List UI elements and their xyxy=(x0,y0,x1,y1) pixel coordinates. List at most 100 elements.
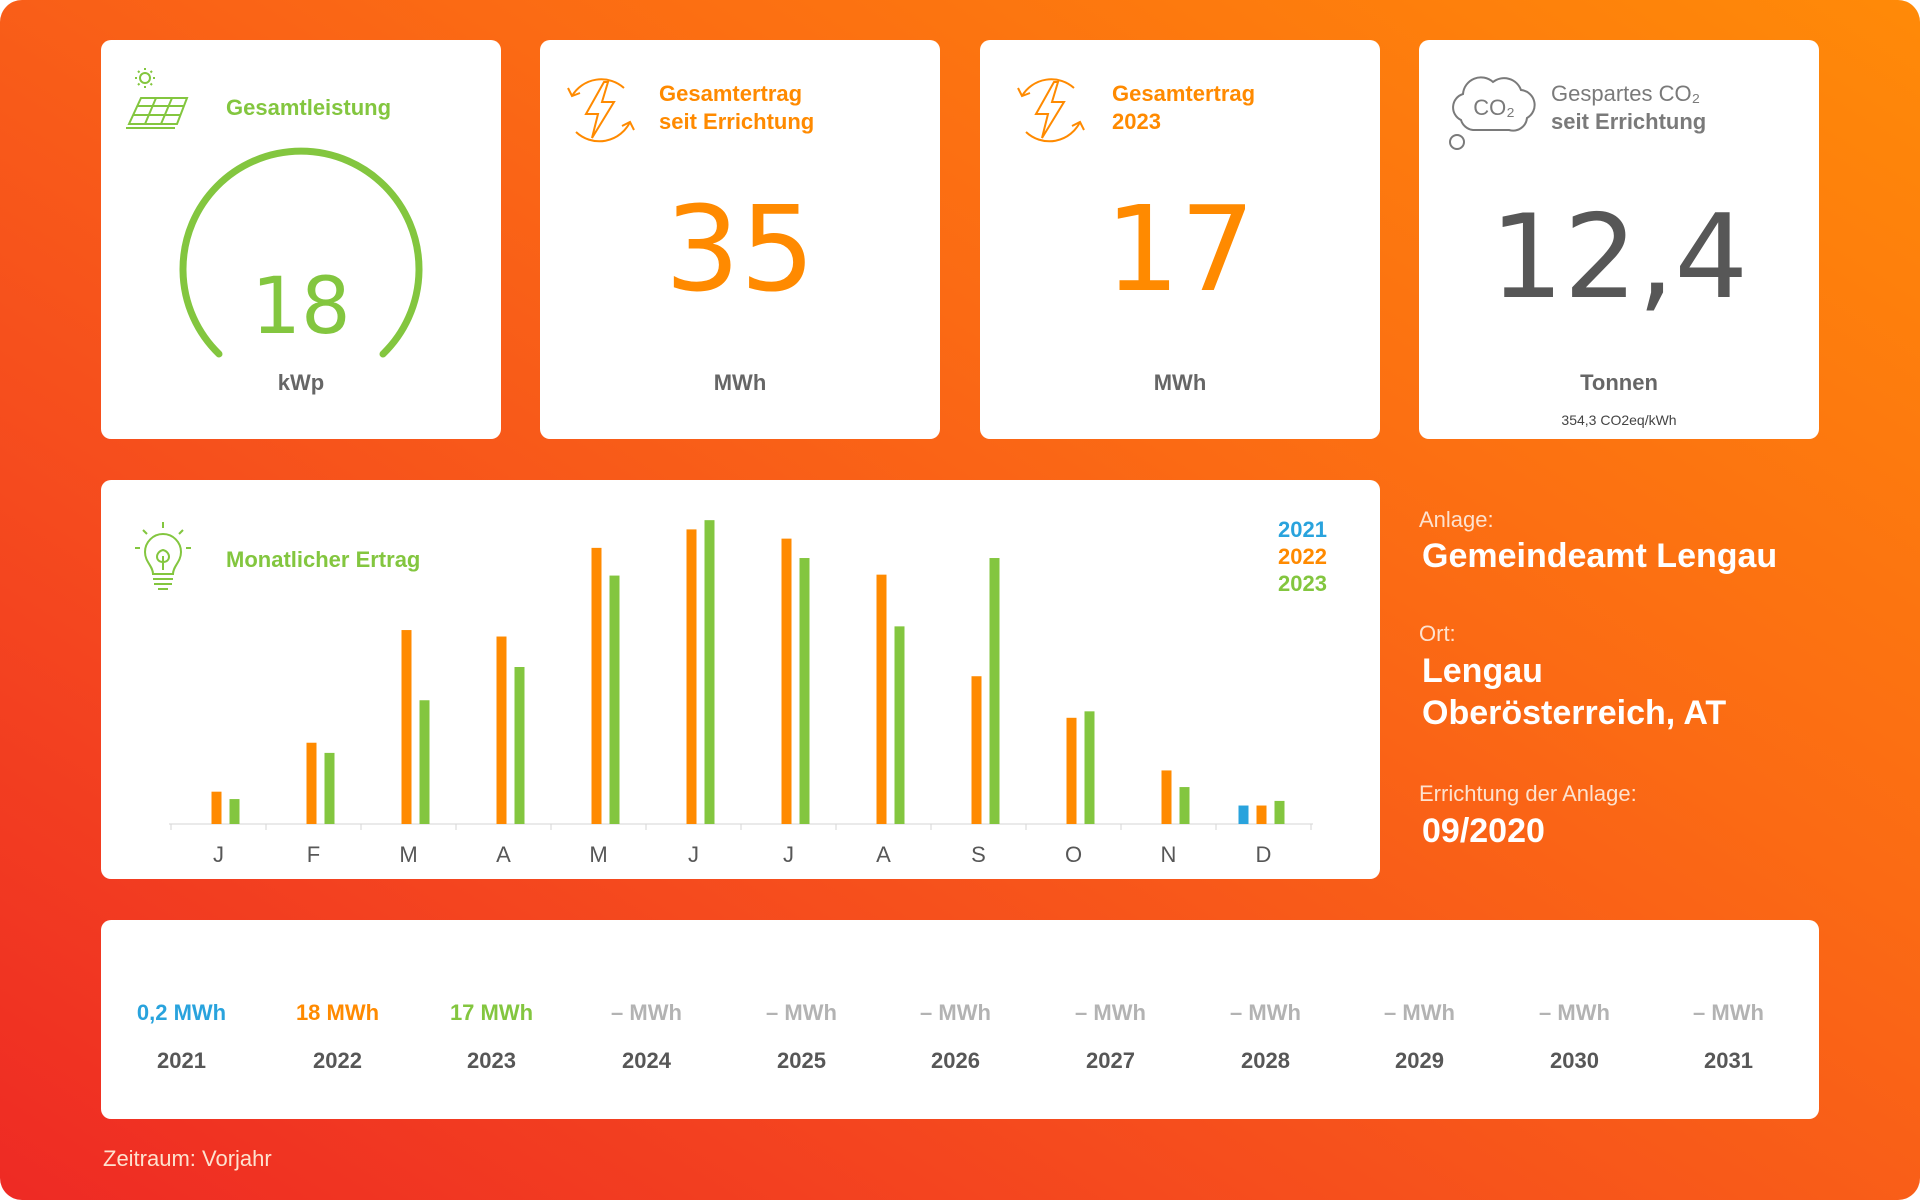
year-label: 2025 xyxy=(777,1048,826,1073)
bar-2022-J xyxy=(781,538,792,824)
x-tick-label: A xyxy=(876,842,891,867)
co2-icon-text: CO₂ xyxy=(1473,95,1515,120)
x-tick-label: O xyxy=(1065,842,1082,867)
co2-value: 12,4 xyxy=(1489,190,1749,325)
legend-2023: 2023 xyxy=(1278,571,1327,596)
total-yield-title-line2: seit Errichtung xyxy=(659,109,815,134)
year-summary-item: – MWh 2028 xyxy=(1188,920,1343,1119)
total-yield-title: Gesamtertrag seit Errichtung xyxy=(659,80,814,136)
period-footer: Zeitraum: Vorjahr xyxy=(103,1146,272,1171)
bar-2023-M xyxy=(419,700,430,824)
year-yield-title: Gesamtertrag 2023 xyxy=(1112,80,1255,136)
bar-2023-J xyxy=(229,799,240,824)
bar-2022-N xyxy=(1161,770,1172,824)
ort-line1: Lengau xyxy=(1422,652,1543,690)
year-yield-value: 17 MWh xyxy=(449,1000,534,1025)
year-yield-value: 18 MWh xyxy=(295,1000,380,1025)
bar-2022-M xyxy=(591,547,602,824)
year-label: 2023 xyxy=(467,1048,516,1073)
bar-2022-O xyxy=(1066,717,1077,824)
year-yield-value: – MWh xyxy=(920,1000,991,1025)
capacity-value: 18 xyxy=(251,262,351,352)
bar-2021-D xyxy=(1238,805,1249,824)
co2-unit: Tonnen xyxy=(1580,370,1658,395)
year-label: 2030 xyxy=(1550,1048,1599,1073)
bar-2022-S xyxy=(971,676,982,824)
year-summary-item: 18 MWh 2022 xyxy=(260,920,415,1119)
x-tick-label: M xyxy=(589,842,607,867)
year-label: 2021 xyxy=(157,1048,206,1073)
year-summary-item: 0,2 MWh 2021 xyxy=(104,920,259,1119)
capacity-title: Gesamtleistung xyxy=(226,95,392,120)
year-label: 2026 xyxy=(931,1048,980,1073)
bar-2022-J xyxy=(686,529,697,824)
errichtung-value: 09/2020 xyxy=(1422,812,1545,850)
year-yield-value: – MWh xyxy=(1539,1000,1610,1025)
x-tick-label: D xyxy=(1256,842,1272,867)
year-label: 2022 xyxy=(313,1048,362,1073)
year-yield-value: 0,2 MWh xyxy=(136,1000,227,1025)
year-label: 2029 xyxy=(1395,1048,1444,1073)
bar-2022-D xyxy=(1256,805,1267,824)
x-tick-label: F xyxy=(307,842,320,867)
bar-2023-D xyxy=(1274,800,1285,824)
year-summary-item: – MWh 2029 xyxy=(1342,920,1497,1119)
bar-2022-F xyxy=(306,742,317,824)
year-summary-item: 17 MWh 2023 xyxy=(414,920,569,1119)
year-label: 2031 xyxy=(1704,1048,1753,1073)
monthly-yield-title: Monatlicher Ertrag xyxy=(226,547,421,572)
total-yield-title-line1: Gesamtertrag xyxy=(659,81,803,106)
bar-2023-O xyxy=(1084,711,1095,824)
year-summary-item: – MWh 2027 xyxy=(1033,920,1188,1119)
bar-2023-F xyxy=(324,752,335,824)
year-summary-item: – MWh 2031 xyxy=(1651,920,1806,1119)
year-yield-unit: MWh xyxy=(1153,370,1207,395)
year-yield-value: – MWh xyxy=(1693,1000,1764,1025)
ort-label: Ort: xyxy=(1419,621,1456,646)
co2-title-line2: seit Errichtung xyxy=(1551,109,1707,134)
co2-card: CO₂ Gespartes CO₂ seit Errichtung 12,4 T… xyxy=(1419,40,1819,439)
bar-2022-A xyxy=(876,574,887,824)
bar-2022-M xyxy=(401,630,412,824)
year-yield-title-line1: Gesamtertrag xyxy=(1112,81,1256,106)
bar-2023-J xyxy=(799,558,810,824)
anlage-value: Gemeindeamt Lengau xyxy=(1422,537,1778,575)
year-label: 2024 xyxy=(622,1048,671,1073)
year-summary-item: – MWh 2024 xyxy=(569,920,724,1119)
x-tick-label: N xyxy=(1161,842,1177,867)
legend-2021: 2021 xyxy=(1278,517,1327,542)
x-tick-label: M xyxy=(399,842,417,867)
year-yield-value: 17 xyxy=(1104,180,1256,318)
year-yield-card: Gesamtertrag 2023 17 MWh xyxy=(980,40,1380,439)
year-summary-item: – MWh 2025 xyxy=(724,920,879,1119)
bar-2023-A xyxy=(514,667,525,824)
x-tick-label: J xyxy=(783,842,794,867)
bar-2023-M xyxy=(609,575,620,824)
bar-2022-J xyxy=(211,791,222,824)
total-yield-value: 35 xyxy=(664,180,816,318)
capacity-card: Gesamtleistung 18 kWp xyxy=(101,40,501,439)
total-yield-unit: MWh xyxy=(713,370,767,395)
anlage-label: Anlage: xyxy=(1419,507,1494,532)
year-label: 2028 xyxy=(1241,1048,1290,1073)
x-tick-label: J xyxy=(213,842,224,867)
capacity-gauge xyxy=(179,147,423,358)
year-yield-value: – MWh xyxy=(1384,1000,1455,1025)
legend-2022: 2022 xyxy=(1278,544,1327,569)
year-yield-value: – MWh xyxy=(611,1000,682,1025)
year-summary-item: – MWh 2026 xyxy=(878,920,1033,1119)
lightbulb-leaf-icon xyxy=(135,522,191,594)
total-yield-card: Gesamtertrag seit Errichtung 35 MWh xyxy=(540,40,940,439)
year-summary-item: – MWh 2030 xyxy=(1497,920,1652,1119)
year-yield-value: – MWh xyxy=(766,1000,837,1025)
energy-cycle-icon xyxy=(1008,68,1092,152)
bar-2022-A xyxy=(496,636,507,824)
year-yield-title-line2: 2023 xyxy=(1112,109,1161,134)
errichtung-label: Errichtung der Anlage: xyxy=(1419,781,1637,806)
monthly-yield-card: Monatlicher Ertrag J F M A M J J A S O N D 2021 2022 2… xyxy=(101,480,1380,879)
bar-2023-S xyxy=(989,558,1000,824)
yearly-summary-card: 0,2 MWh 2021 18 MWh 2022 17 MWh 2023 – MWh 2024… xyxy=(101,920,1819,1119)
co2-title: Gespartes CO₂ seit Errichtung xyxy=(1551,80,1706,136)
